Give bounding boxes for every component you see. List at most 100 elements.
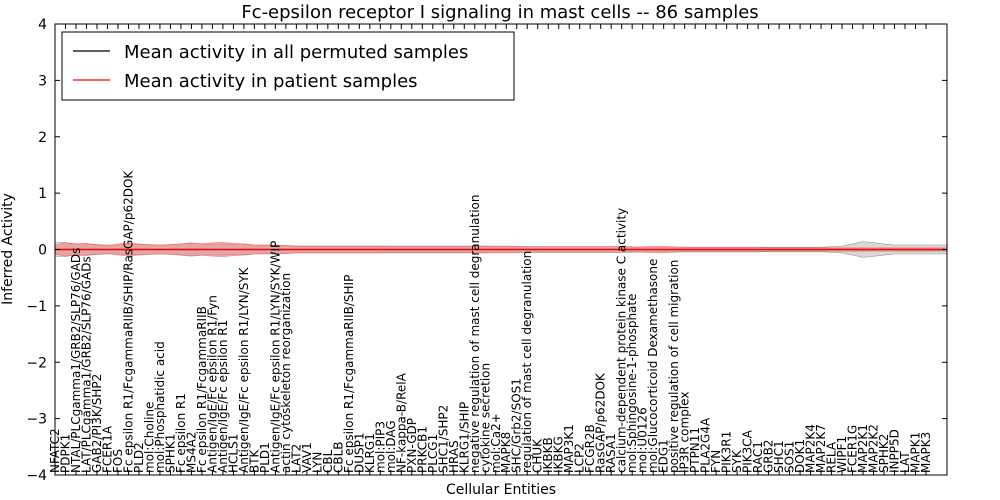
y-tick-label: 1 xyxy=(38,186,47,202)
x-tick-label: PXN-GDP xyxy=(405,418,419,473)
x-tick-label: mol:Sphingosine-1-phosphate xyxy=(625,294,639,474)
legend-box xyxy=(61,31,515,101)
x-tick-label: PDPK1 xyxy=(59,434,73,473)
x-tick-label: Fc epsilon R1/FcgammaRIIB xyxy=(195,306,209,473)
x-tick-label: negative regulation of mast cell degranu… xyxy=(468,194,482,473)
x-tick-label: SPHK2 xyxy=(877,434,891,473)
x-tick-label: MAP2K7 xyxy=(814,424,828,473)
x-tick-label: MAP2K1 xyxy=(856,424,870,473)
x-tick-label: CHUK xyxy=(531,438,545,473)
x-tick-label: SOS1 xyxy=(783,441,797,473)
x-tick-label: EDG1 xyxy=(657,439,671,473)
x-tick-label: RELA xyxy=(825,441,839,473)
x-tick-label: Fc epsilon R1/FcgammaRIIB/SHIP/RasGAP/p6… xyxy=(122,170,136,473)
x-tick-label: LCP2 xyxy=(573,443,587,473)
x-tick-label: calcium-dependent protein kinase C activ… xyxy=(615,208,629,473)
x-tick-label: Fc epsilon R1 xyxy=(174,393,188,473)
x-tick-label: GRB2 xyxy=(762,439,776,473)
x-tick-label: MAPK3 xyxy=(919,432,933,473)
x-tick-label: Fc epsilon R1/FcgammaRIIB/SHIP xyxy=(342,275,356,473)
x-tick-label: LAT2 xyxy=(289,444,303,473)
x-tick-label: RAC1 xyxy=(751,441,765,473)
x-tick-labels: NFATC2PDPK1NTAL/PLCgamma1/GRB2/SLP76/GAD… xyxy=(48,24,933,475)
x-tick-label: SHC/Grb2/SOS1 xyxy=(510,378,524,473)
x-tick-label: mol:DAG xyxy=(384,420,398,473)
x-tick-label: MS4A2 xyxy=(184,432,198,473)
x-tick-label: mol:Ca2+ xyxy=(489,413,503,473)
x-tick-label: mol:Glucocorticoid Dexamethasone xyxy=(646,259,660,473)
y-axis-label: Inferred Activity xyxy=(0,193,16,305)
x-tick-label: IKBKB xyxy=(541,437,555,473)
x-tick-label: FCER1A xyxy=(101,425,115,473)
y-tick-label: 4 xyxy=(38,17,47,33)
x-tick-label: regulation of mast cell degranulation xyxy=(520,251,534,473)
legend-label-patient: Mean activity in patient samples xyxy=(124,71,418,92)
x-tick-label: IKBKG xyxy=(552,436,566,473)
x-tick-label: Antigen/IgE/Fc epsilon R1/LYN/SYK xyxy=(237,266,251,473)
y-tick-label: 0 xyxy=(38,243,47,259)
plot-frame xyxy=(54,23,948,476)
legend-label-permuted: Mean activity in all permuted samples xyxy=(124,42,468,63)
y-tick-label: 3 xyxy=(38,73,47,89)
x-tick-label: PIK3CA xyxy=(741,429,755,473)
x-tick-label: WIPF1 xyxy=(835,436,849,473)
x-tick-label: FOS xyxy=(111,449,125,473)
x-tick-label: SHC1/SHP2 xyxy=(436,405,450,473)
x-tick-label: MAP3K1 xyxy=(562,424,576,473)
x-tick-label: cytokine secretion xyxy=(478,363,492,473)
x-tick-label: positive regulation of cell migration xyxy=(667,260,681,473)
x-tick-label: Antigen/IgE/Fc epsilon R1/Fyn xyxy=(205,295,219,473)
x-tick-label: HCLS1 xyxy=(226,434,240,473)
x-tick-label: FCER1G xyxy=(846,425,860,473)
x-tick-label: mol:U0126 xyxy=(636,407,650,473)
x-tick-label: LYN xyxy=(310,452,324,473)
x-tick-label: PTPN11 xyxy=(688,427,702,473)
x-tick-label: SHC1 xyxy=(772,440,786,473)
x-tick-label: CBL xyxy=(321,449,335,473)
x-tick-label: PIK3R1 xyxy=(720,431,734,473)
x-tick-label: SPHK1 xyxy=(163,434,177,473)
x-axis-label: Cellular Entities xyxy=(446,482,556,498)
x-tick-label: FCGR2B xyxy=(583,424,597,473)
x-tick-label: PRKCB1 xyxy=(415,426,429,473)
x-tick-label: PLD2 xyxy=(132,442,146,473)
x-tick-label: MAP2K4 xyxy=(804,424,818,473)
x-tick-label: mol:Phosphatidic acid xyxy=(153,341,167,473)
y-tick-label: −3 xyxy=(26,412,47,428)
x-tick-label: RASA1 xyxy=(604,433,618,473)
chart-title: Fc-epsilon receptor I signaling in mast … xyxy=(241,2,758,23)
x-tick-label: VAV1 xyxy=(300,442,314,473)
x-tick-label: PLD1 xyxy=(258,442,272,473)
x-tick-label: DUSP1 xyxy=(352,432,366,473)
x-tick-label: actin cytoskeleton reorganization xyxy=(279,273,293,473)
y-ticks: −4 −3 −2 −1 0 1 2 3 4 xyxy=(26,17,947,484)
x-tick-label: LAT xyxy=(898,451,912,473)
y-tick-label: −2 xyxy=(26,355,47,371)
x-tick-label: INPP5D xyxy=(888,429,902,473)
y-tick-label: 2 xyxy=(38,130,47,146)
x-tick-label: KLRG1 xyxy=(363,433,377,473)
x-tick-label: PLA2G4A xyxy=(699,417,713,473)
x-tick-label: Antigen/IgE/Fc epsilon R1 xyxy=(216,320,230,473)
x-tick-label: CBLB xyxy=(331,441,345,473)
x-tick-label: KLRG1/SHIP xyxy=(457,402,471,473)
x-tick-label: RasGAP/p62DOK xyxy=(594,372,608,473)
y-tick-label: −4 xyxy=(26,468,47,484)
x-tick-label: PLCG1 xyxy=(426,434,440,473)
x-tick-label: HRAS xyxy=(447,440,461,473)
x-tick-label: SYK xyxy=(730,449,744,473)
x-tick-label: MAPK1 xyxy=(909,432,923,473)
x-tick-label: MAPK8 xyxy=(499,432,513,473)
x-tick-label: NF-kappa-B/RelA xyxy=(394,372,408,473)
x-tick-label: mol:Choline xyxy=(142,402,156,473)
x-tick-label: LAT/PLCgamma1/GRB2/SLP76/GADs xyxy=(80,256,94,473)
y-tick-label: −1 xyxy=(26,299,47,315)
legend: Mean activity in all permuted samples Me… xyxy=(61,31,515,101)
x-tick-label: DOK1 xyxy=(793,439,807,473)
x-tick-label: FYN xyxy=(709,450,723,473)
x-tick-label: BTK xyxy=(247,448,261,473)
x-tick-label: Antigen/IgE/Fc epsilon R1/LYN/SYK/WIP xyxy=(268,241,282,473)
x-tick-label: NTAL/PLCgamma1/GRB2/SLP76/GADs xyxy=(69,248,83,473)
x-tick-label: GAB2/PI3K/SHP2 xyxy=(90,374,104,473)
